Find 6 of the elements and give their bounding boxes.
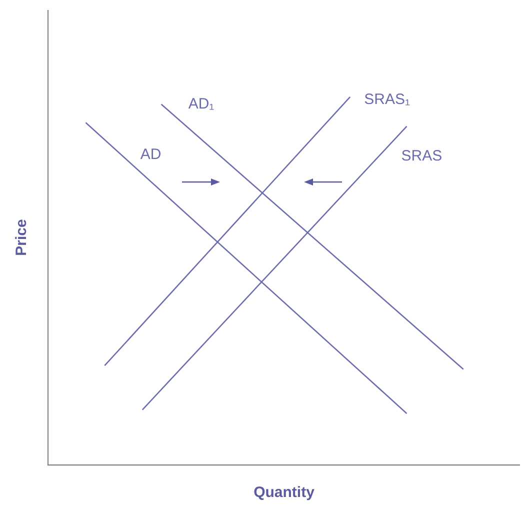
y-axis-title: Price [13,219,30,256]
x-axis-title: Quantity [254,484,316,502]
series-label: AD₁ [188,95,214,112]
series-label: AD [140,146,162,163]
series-label: SRAS₁ [364,91,410,108]
series-label: SRAS [401,147,442,164]
